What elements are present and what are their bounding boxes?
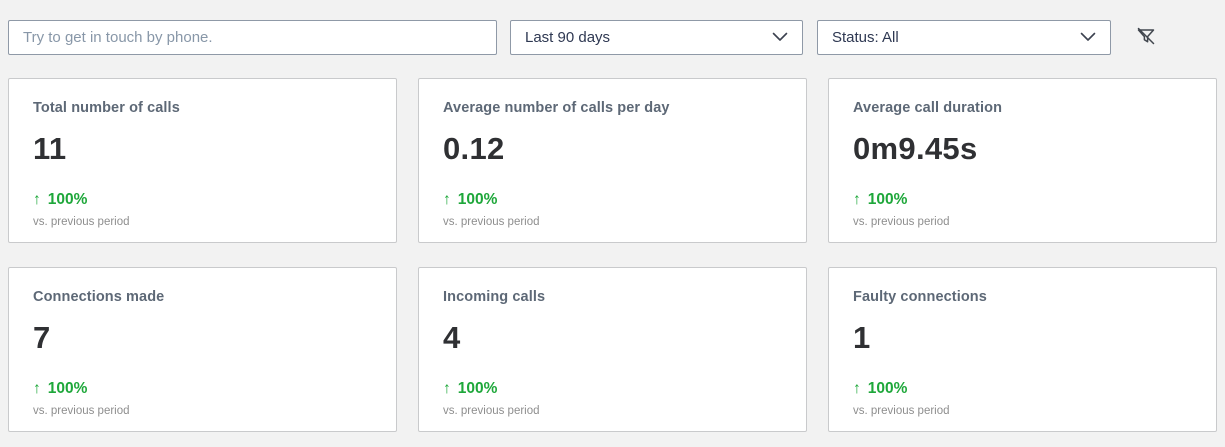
card-value: 11 (33, 131, 67, 166)
card-trend: ↑ 100% (33, 380, 372, 398)
card-trend: ↑ 100% (443, 191, 782, 209)
card-value: 1 (853, 320, 871, 355)
trend-up-icon: ↑ (33, 191, 41, 208)
search-input[interactable] (8, 20, 497, 55)
card-comparison: vs. previous period (443, 216, 540, 228)
trend-percent: 100% (457, 191, 498, 208)
filter-bar: Last 90 days Status: All (0, 0, 1225, 55)
card-comparison: vs. previous period (33, 216, 130, 228)
stat-card-avg-calls-per-day: Average number of calls per day 0.12 ↑ 1… (418, 78, 807, 243)
card-value: 0m9.45s (853, 131, 978, 166)
card-trend: ↑ 100% (33, 191, 372, 209)
stat-card-total-calls: Total number of calls 11 ↑ 100% vs. prev… (8, 78, 397, 243)
trend-up-icon: ↑ (443, 191, 451, 208)
card-title: Total number of calls (33, 100, 180, 116)
trend-percent: 100% (867, 380, 908, 397)
period-dropdown[interactable]: Last 90 days (510, 20, 803, 55)
card-title: Average call duration (853, 100, 1003, 116)
trend-percent: 100% (867, 191, 908, 208)
clear-filters-button[interactable] (1131, 23, 1161, 53)
trend-percent: 100% (47, 380, 88, 397)
card-title: Average number of calls per day (443, 100, 670, 116)
card-trend: ↑ 100% (443, 380, 782, 398)
trend-percent: 100% (47, 191, 88, 208)
card-value: 7 (33, 320, 51, 355)
card-title: Connections made (33, 289, 165, 305)
card-title: Faulty connections (853, 289, 987, 305)
stat-card-incoming-calls: Incoming calls 4 ↑ 100% vs. previous per… (418, 267, 807, 432)
trend-up-icon: ↑ (443, 380, 451, 397)
trend-percent: 100% (457, 380, 498, 397)
card-value: 0.12 (443, 131, 505, 166)
card-trend: ↑ 100% (853, 380, 1192, 398)
chevron-down-icon (772, 29, 788, 47)
card-trend: ↑ 100% (853, 191, 1192, 209)
card-comparison: vs. previous period (443, 405, 540, 417)
card-comparison: vs. previous period (853, 216, 950, 228)
stat-card-connections-made: Connections made 7 ↑ 100% vs. previous p… (8, 267, 397, 432)
card-comparison: vs. previous period (33, 405, 130, 417)
trend-up-icon: ↑ (33, 380, 41, 397)
card-value: 4 (443, 320, 461, 355)
stats-grid: Total number of calls 11 ↑ 100% vs. prev… (8, 78, 1217, 432)
filter-off-icon (1134, 24, 1158, 51)
trend-up-icon: ↑ (853, 380, 861, 397)
trend-up-icon: ↑ (853, 191, 861, 208)
period-dropdown-value: Last 90 days (525, 29, 611, 46)
stat-card-avg-call-duration: Average call duration 0m9.45s ↑ 100% vs.… (828, 78, 1217, 243)
chevron-down-icon (1080, 29, 1096, 47)
stat-card-faulty-connections: Faulty connections 1 ↑ 100% vs. previous… (828, 267, 1217, 432)
card-title: Incoming calls (443, 289, 546, 305)
card-comparison: vs. previous period (853, 405, 950, 417)
status-dropdown-value: Status: All (832, 29, 899, 46)
status-dropdown[interactable]: Status: All (817, 20, 1111, 55)
